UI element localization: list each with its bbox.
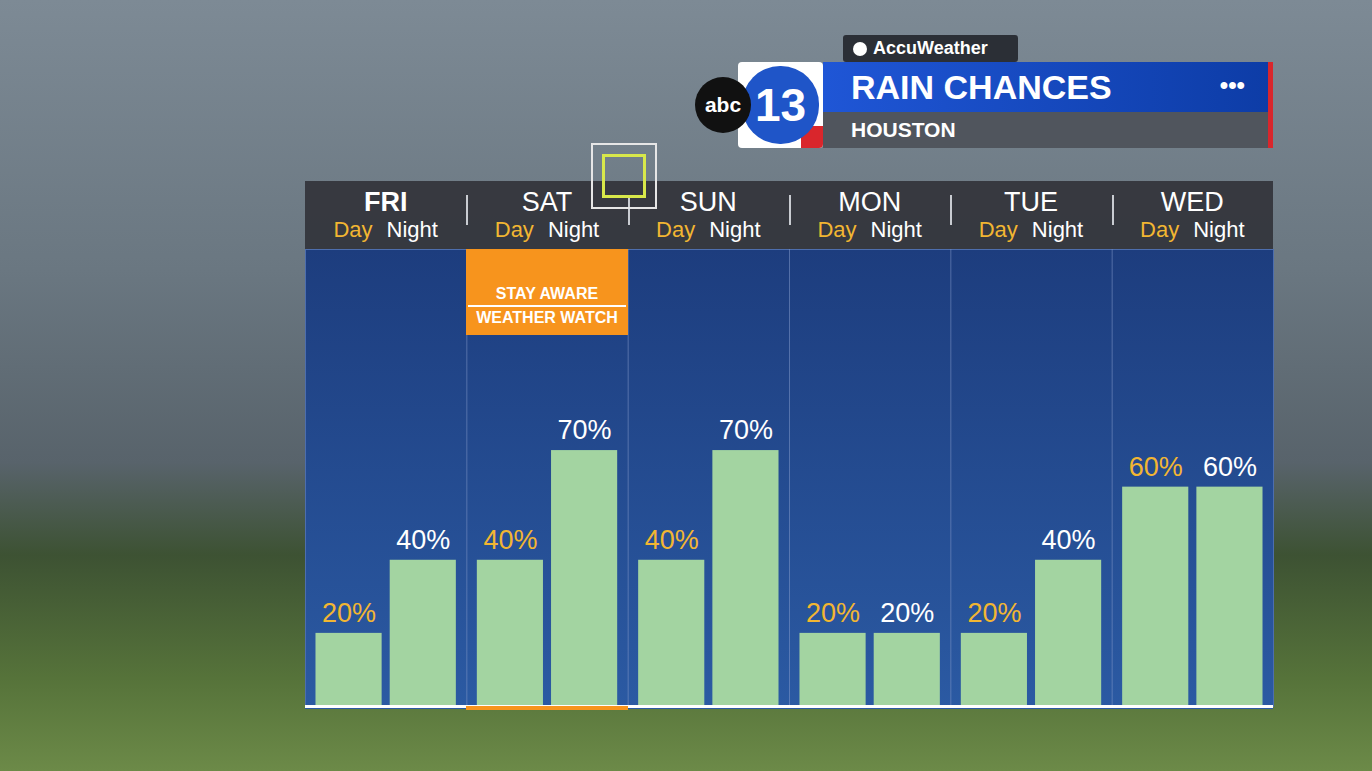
html-text:Night: Night — [870, 217, 922, 242]
html-text:RAIN CHANCES: RAIN CHANCES — [851, 68, 1112, 106]
html-text:Night: Night — [1193, 217, 1245, 242]
html-text:Night: Night — [547, 217, 600, 242]
html-text:TUE: TUE — [1004, 187, 1058, 217]
html-text:FRI: FRI — [363, 187, 408, 217]
svg-text:20%: 20% — [322, 598, 376, 628]
html-text:SAT: SAT — [521, 187, 573, 217]
html-text:Day: Day — [333, 217, 373, 242]
svg-text:40%: 40% — [1042, 525, 1096, 555]
html-text:Day: Day — [494, 217, 534, 242]
svg-text:20%: 20% — [880, 598, 934, 628]
svg-text:60%: 60% — [1203, 452, 1257, 482]
html-text:13: 13 — [754, 79, 807, 131]
html-text:STAY AWARE: STAY AWARE — [495, 285, 599, 302]
html-text:WED: WED — [1160, 187, 1224, 217]
html-text:Night: Night — [386, 217, 438, 242]
html-text:Night: Night — [1031, 217, 1084, 242]
html-text:Day: Day — [656, 217, 696, 242]
html-text:Day: Day — [1140, 217, 1180, 242]
html-text:HOUSTON: HOUSTON — [851, 118, 956, 141]
html-text:WEATHER WATCH: WEATHER WATCH — [476, 309, 618, 326]
html-text:abc: abc — [704, 93, 742, 116]
html-text:AccuWeather: AccuWeather — [873, 38, 988, 58]
html-text:SUN: SUN — [679, 187, 737, 217]
svg-text:20%: 20% — [967, 598, 1021, 628]
html-text:Night: Night — [709, 217, 761, 242]
svg-text:20%: 20% — [806, 598, 860, 628]
html-text:Day: Day — [978, 217, 1018, 242]
svg-text:70%: 70% — [558, 415, 612, 445]
html-text:MON: MON — [838, 187, 902, 217]
svg-text:70%: 70% — [719, 415, 773, 445]
svg-text:40%: 40% — [483, 525, 537, 555]
html-text:Day: Day — [817, 217, 857, 242]
svg-text:60%: 60% — [1129, 452, 1183, 482]
svg-text:40%: 40% — [396, 525, 450, 555]
svg-text:40%: 40% — [645, 525, 699, 555]
